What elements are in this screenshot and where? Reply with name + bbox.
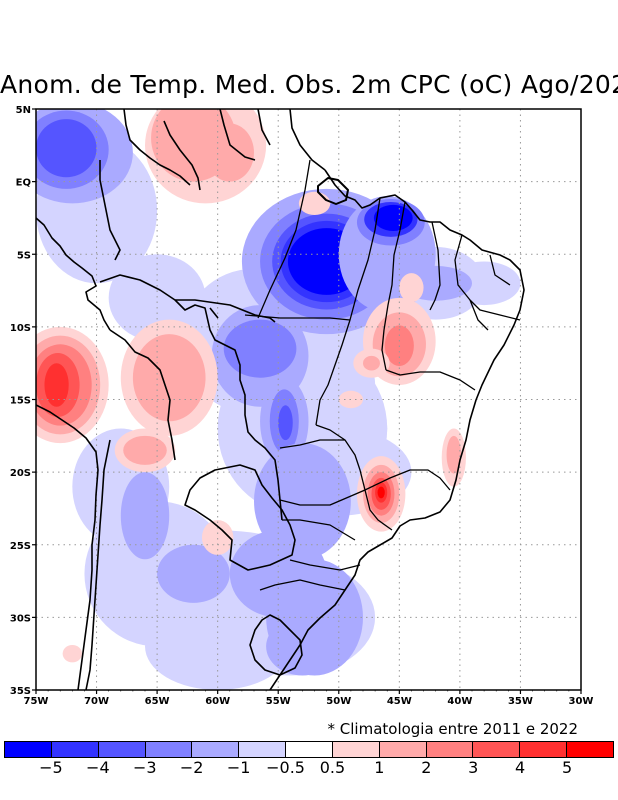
pacific-coastline: [36, 217, 111, 690]
x-axis-labels: 75W 70W 65W 60W 55W 50W 45W 40W 35W 30W: [24, 696, 594, 707]
colorbar-label: −4: [86, 758, 110, 777]
anomaly-contour: [446, 435, 462, 474]
y-tick-label: EQ: [16, 178, 31, 189]
colorbar-segment: [51, 742, 99, 757]
y-axis-labels: 5N EQ 5S 10S 15S 20S 25S 30S 35S: [10, 105, 31, 697]
colorbar-segment: [379, 742, 427, 757]
colorbar-label: 2: [421, 758, 432, 777]
y-tick-label: 10S: [10, 323, 31, 334]
country-state-borders: [36, 109, 525, 690]
anomaly-contour: [201, 520, 234, 555]
colorbar-segment: [426, 742, 474, 757]
x-tick-label: 65W: [145, 696, 170, 707]
anomaly-contour: [377, 486, 385, 499]
x-tick-label: 70W: [84, 696, 109, 707]
climatology-note: * Climatologia entre 2011 e 2022: [327, 720, 579, 738]
colorbar-label: 0.5: [319, 758, 346, 777]
colorbar-label: −3: [132, 758, 157, 777]
x-tick-label: 45W: [387, 696, 412, 707]
venezuela-colombia-border: [99, 109, 191, 261]
colorbar-segment: [5, 742, 52, 757]
anomaly-contour: [36, 119, 97, 178]
x-tick-label: 75W: [24, 696, 49, 707]
colorbar-label: 3: [468, 758, 479, 777]
anomaly-contour: [120, 472, 170, 560]
anomaly-contour: [338, 399, 388, 458]
anomaly-contour: [278, 405, 293, 441]
anomaly-contour: [108, 254, 206, 342]
colorbar: [4, 741, 614, 758]
guiana-border: [163, 109, 326, 191]
x-tick-label: 35W: [508, 696, 533, 707]
colorbar-segment: [239, 742, 287, 757]
paraguay-border: [184, 464, 296, 571]
x-tick-label: 60W: [205, 696, 230, 707]
y-tick-label: 25S: [10, 541, 31, 552]
anomaly-contour: [62, 644, 83, 663]
x-tick-label: 55W: [266, 696, 291, 707]
anomaly-contour: [373, 204, 413, 232]
y-tick-label: 5N: [16, 105, 31, 116]
colorbar-segment: [98, 742, 146, 757]
x-tick-label: 40W: [447, 696, 472, 707]
colorbar-segment: [286, 742, 333, 757]
colorbar-segment: [567, 742, 613, 757]
y-tick-label: 35S: [10, 686, 31, 697]
colorbar-segment: [332, 742, 380, 757]
y-tick-label: 15S: [10, 396, 31, 407]
colorbar-label: −5: [39, 758, 63, 777]
anomaly-contour: [123, 435, 167, 465]
y-tick-label: 20S: [10, 468, 31, 479]
anomaly-contour: [157, 544, 230, 603]
anomaly-contour: [132, 334, 206, 422]
y-tick-label: 30S: [10, 613, 31, 624]
anomaly-contour: [266, 617, 339, 676]
grid-lines: [36, 109, 581, 690]
colorbar-label: 4: [515, 758, 526, 777]
x-tick-label: 30W: [569, 696, 594, 707]
anomaly-contour: [145, 602, 291, 690]
colorbar-segment: [145, 742, 193, 757]
anomaly-contour: [44, 363, 69, 407]
marajo-island: [317, 177, 349, 205]
x-tick-label: 50W: [326, 696, 351, 707]
chile-argentina-border: [85, 439, 111, 690]
uruguay-border: [249, 614, 303, 676]
anomaly-contour: [399, 273, 424, 303]
colorbar-label: 1: [374, 758, 385, 777]
brazil-west-border: [99, 274, 283, 521]
colorbar-label: −2: [179, 758, 204, 777]
colorbar-segment: [473, 742, 521, 757]
y-tick-label: 5S: [17, 250, 31, 261]
colorbar-label: −1: [226, 758, 251, 777]
colorbar-label: −0.5: [266, 758, 305, 777]
chart-title: Anom. de Temp. Med. Obs. 2m CPC (oC) Ago…: [0, 70, 618, 99]
anomaly-contour: [363, 355, 380, 371]
state-borders: [244, 159, 521, 591]
colorbar-segment: [520, 742, 568, 757]
colorbar-label: 5: [561, 758, 573, 777]
peru-bolivia-border: [109, 329, 176, 461]
bolivia-brazil-border: [175, 299, 276, 323]
anomaly-contour: [223, 319, 297, 378]
colorbar-segment: [192, 742, 240, 757]
anomaly-contour: [205, 123, 254, 182]
axis-ticks: [32, 108, 582, 694]
